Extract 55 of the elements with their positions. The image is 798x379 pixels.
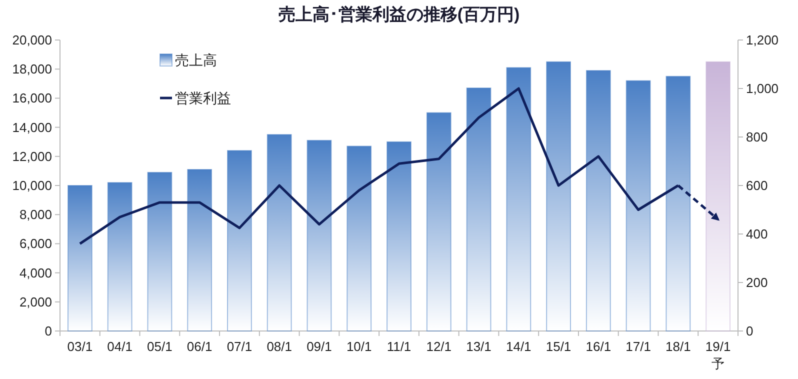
y2-tick-label: 600 bbox=[746, 178, 768, 193]
y-tick-label: 10,000 bbox=[12, 178, 52, 193]
x-tick-label: 19/1 予 bbox=[705, 339, 731, 371]
x-tick-label: 09/1 bbox=[306, 339, 332, 354]
bar bbox=[586, 70, 611, 332]
x-tick-label: 13/1 bbox=[466, 339, 492, 354]
x-tick-label: 14/1 bbox=[506, 339, 532, 354]
y-tick-label: 20,000 bbox=[12, 32, 52, 48]
x-tick-label: 08/1 bbox=[266, 339, 292, 354]
bar bbox=[346, 146, 372, 332]
x-tick-label: 06/1 bbox=[186, 339, 212, 354]
y-tick-label: 6,000 bbox=[19, 236, 52, 252]
y-tick-label: 4,000 bbox=[19, 265, 52, 280]
bar bbox=[626, 80, 651, 332]
bar bbox=[67, 185, 92, 332]
y2-tick-label: 800 bbox=[746, 130, 768, 144]
x-tick-label: 10/1 bbox=[346, 339, 372, 354]
y-tick-label: 8,000 bbox=[19, 207, 52, 222]
bar bbox=[187, 168, 212, 332]
bar bbox=[107, 182, 132, 332]
bar bbox=[227, 150, 252, 332]
x-tick-label: 05/1 bbox=[147, 339, 172, 354]
x-tick-label: 12/1 bbox=[426, 339, 452, 354]
bar bbox=[266, 134, 292, 332]
bar bbox=[666, 76, 691, 332]
y2-tick-label: 200 bbox=[746, 275, 768, 290]
x-tick-label: 18/1 bbox=[666, 339, 691, 354]
x-tick-label: 11/1 bbox=[386, 339, 412, 354]
y-tick-label: 14,000 bbox=[12, 120, 52, 135]
bar bbox=[306, 140, 332, 332]
y2-tick-label: 1,000 bbox=[746, 81, 779, 96]
y-tick-label: 2,000 bbox=[19, 294, 52, 310]
bar bbox=[147, 172, 172, 332]
bar bbox=[466, 88, 492, 332]
y-tick-label: 16,000 bbox=[12, 90, 52, 106]
x-tick-label: 07/1 bbox=[226, 339, 252, 354]
y-tick-label: 0 bbox=[44, 324, 52, 338]
x-tick-label: 16/1 bbox=[586, 339, 612, 354]
legend-label: 営業利益 bbox=[175, 90, 231, 106]
x-tick-label: 03/1 bbox=[67, 339, 93, 354]
legend-label: 売上高 bbox=[175, 52, 217, 68]
bar bbox=[546, 61, 571, 332]
x-tick-label: 15/1 bbox=[546, 339, 572, 354]
y-tick-label: 12,000 bbox=[12, 148, 52, 164]
bar bbox=[426, 112, 452, 332]
y2-tick-label: 0 bbox=[746, 324, 754, 338]
y2-tick-label: 1,200 bbox=[746, 32, 779, 48]
x-tick-label: 17/1 bbox=[626, 339, 651, 354]
title: 売上高･営業利益の推移(百万円) bbox=[278, 5, 520, 24]
bar bbox=[386, 141, 412, 332]
bar bbox=[506, 67, 532, 332]
y2-tick-label: 400 bbox=[746, 226, 768, 242]
y-tick-label: 18,000 bbox=[12, 62, 52, 77]
x-tick-label: 04/1 bbox=[107, 339, 132, 354]
bar bbox=[706, 61, 731, 332]
